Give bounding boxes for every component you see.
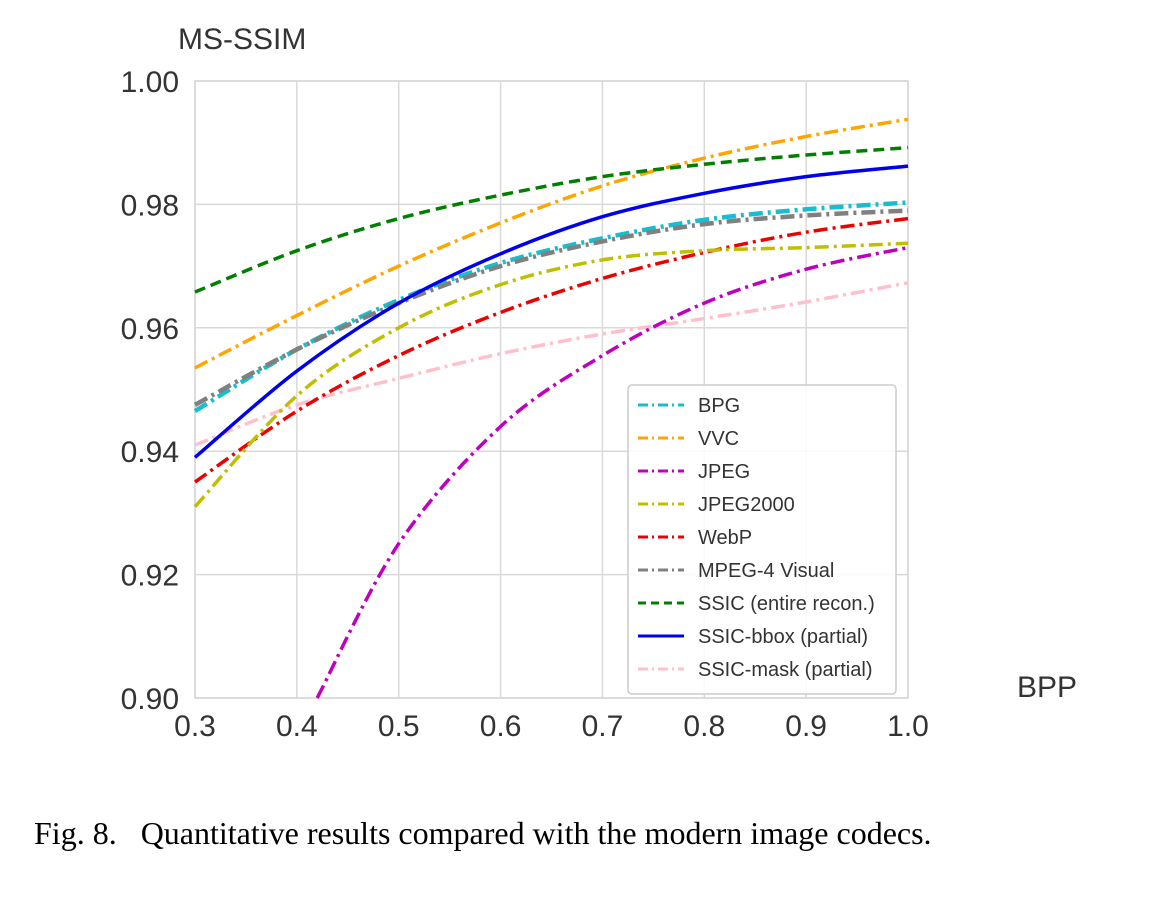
legend-label: JPEG2000 [698,494,795,516]
series-layer [193,117,909,699]
legend-label: JPEG [698,461,750,483]
series-line-bpg [193,200,909,414]
x-tick-label: 0.8 [683,710,725,743]
x-tick-label: 0.5 [378,710,420,743]
y-tick-label: 1.00 [121,66,179,99]
x-tick-label: 0.4 [276,710,318,743]
y-tick-label: 0.90 [121,683,179,716]
series-line-jpeg [315,245,909,699]
y-tick-label: 0.92 [121,560,179,593]
y-axis-title: MS-SSIM [178,23,306,56]
y-tick-label: 0.96 [121,313,179,346]
series-line-mpeg-4-visual [193,208,909,407]
legend-box [627,384,897,695]
legend-label: SSIC-bbox (partial) [698,626,868,648]
legend: BPG VVC JPEG JPEG2000 WebP MPEG-4 Visual SSIC … [627,384,897,695]
series-line-ssic-bbox-partial [193,164,909,459]
tick-labels: 0.3 0.4 0.5 0.6 0.7 0.8 0.9 1.0 0.90 0.92 0.94 0.96… [121,66,929,743]
figure-caption: Fig. 8. Quantitative results compared wi… [34,815,932,851]
legend-label: MPEG-4 Visual [698,560,834,582]
legend-label: VVC [698,428,739,450]
legend-label: SSIC (entire recon.) [698,593,875,615]
x-tick-label: 0.9 [785,710,827,743]
x-tick-label: 0.6 [480,710,522,743]
line-chart: 0.3 0.4 0.5 0.6 0.7 0.8 0.9 1.0 0.90 0.92 0.94 0.96… [121,23,1077,743]
x-tick-label: 0.7 [582,710,624,743]
legend-label: BPG [698,395,740,417]
y-tick-label: 0.98 [121,189,179,222]
series-line-jpeg2000 [193,241,909,508]
series-line-ssic-entire-recon [194,145,909,294]
x-axis-title: BPP [1017,671,1077,704]
series-line-ssic-mask-partial [194,281,909,447]
legend-label: WebP [698,527,752,549]
y-tick-label: 0.94 [121,436,179,469]
x-tick-label: 0.3 [174,710,216,743]
legend-label: SSIC-mask (partial) [698,659,872,681]
x-tick-label: 1.0 [887,710,929,743]
series-line-webp [194,216,909,484]
